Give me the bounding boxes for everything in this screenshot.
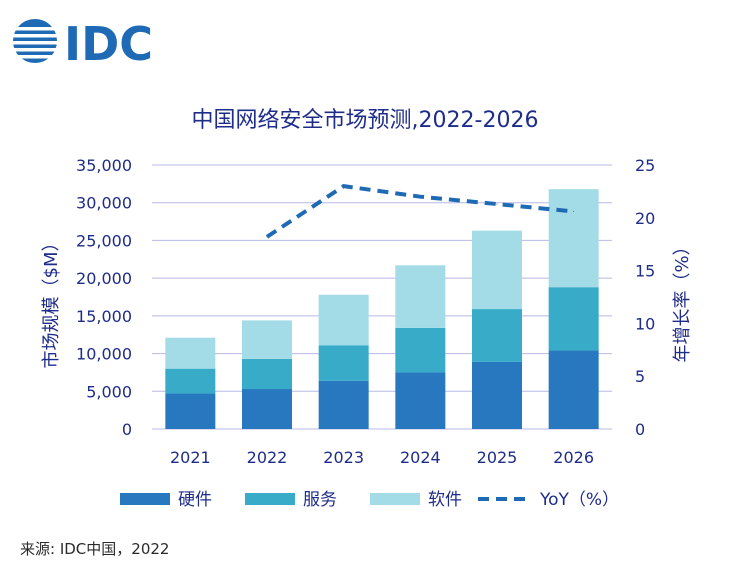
y2-tick-label: 15: [635, 262, 655, 281]
bar-软件: [318, 294, 369, 346]
yoy-point: [573, 210, 575, 212]
bar-软件: [548, 189, 599, 288]
legend-swatch: [120, 493, 170, 505]
legend-swatch: [370, 493, 420, 505]
bar-硬件: [395, 372, 446, 429]
y2-axis-title: 年增长率（%）: [672, 237, 693, 362]
chart: 中国网络安全市场预测,2022-2026 0 5,000 10,000 15,000 2…: [41, 108, 693, 510]
y-tick-label: 35,000: [76, 156, 132, 175]
yoy-point: [496, 203, 498, 205]
yoy-point: [419, 196, 421, 198]
bar-软件: [472, 230, 522, 310]
y2-tick-label: 25: [635, 156, 655, 175]
y2-tick-label: 10: [635, 314, 655, 333]
y-tick-label: 25,000: [76, 231, 132, 250]
y2-tick-label: 0: [635, 420, 645, 439]
legend-label: YoY（%）: [539, 490, 619, 510]
chart-title: 中国网络安全市场预测,2022-2026: [192, 108, 539, 133]
legend: 硬件 服务 软件 YoY（%）: [120, 490, 619, 510]
y2-tick-label: 5: [635, 367, 645, 386]
bar-硬件: [242, 389, 292, 429]
x-axis: 2021 2022 2023 2024 2025 2026: [170, 448, 594, 467]
gridlines: [152, 164, 612, 430]
x-tick-label: 2021: [170, 448, 211, 467]
y-axis-left: 0 5,000 10,000 15,000 20,000 25,000 30,000 35,0…: [76, 156, 132, 439]
yoy-point: [343, 185, 345, 187]
bar-软件: [165, 337, 216, 369]
yoy-line-path: [265, 184, 574, 239]
x-tick-label: 2025: [477, 448, 518, 467]
bar-服务: [318, 345, 369, 381]
bar-硬件: [318, 380, 369, 429]
y-tick-label: 5,000: [86, 382, 132, 401]
legend-label: 服务: [303, 490, 337, 510]
bar-软件: [242, 320, 292, 359]
y-axis-title: 市场规模（$M）: [41, 234, 62, 369]
y-axis-right: 0 5 10 15 20 25: [635, 156, 655, 439]
bar-服务: [242, 358, 292, 390]
legend-label: 软件: [428, 490, 462, 510]
legend-swatch: [245, 493, 295, 505]
logo-text: IDC: [64, 17, 153, 70]
bar-硬件: [165, 393, 216, 429]
bar-硬件: [548, 350, 599, 429]
yoy-point: [266, 236, 268, 238]
bar-软件: [395, 265, 446, 328]
y-tick-label: 20,000: [76, 269, 132, 288]
x-tick-label: 2024: [400, 448, 441, 467]
bars: [165, 189, 599, 429]
bar-服务: [472, 309, 522, 362]
yoy-line: [265, 184, 575, 239]
bar-服务: [548, 287, 599, 351]
x-tick-label: 2022: [247, 448, 288, 467]
globe-icon: [11, 19, 59, 63]
x-tick-label: 2023: [323, 448, 364, 467]
bar-硬件: [472, 361, 522, 429]
y-tick-label: 30,000: [76, 194, 132, 213]
source-note: 来源: IDC中国，2022: [20, 540, 170, 558]
legend-label: 硬件: [178, 490, 212, 510]
bar-服务: [165, 368, 216, 394]
y-tick-label: 10,000: [76, 345, 132, 364]
y-tick-label: 15,000: [76, 307, 132, 326]
idc-logo: IDC: [11, 17, 153, 70]
y2-tick-label: 20: [635, 209, 655, 228]
y-tick-label: 0: [122, 420, 132, 439]
bar-服务: [395, 327, 446, 373]
x-tick-label: 2026: [553, 448, 594, 467]
